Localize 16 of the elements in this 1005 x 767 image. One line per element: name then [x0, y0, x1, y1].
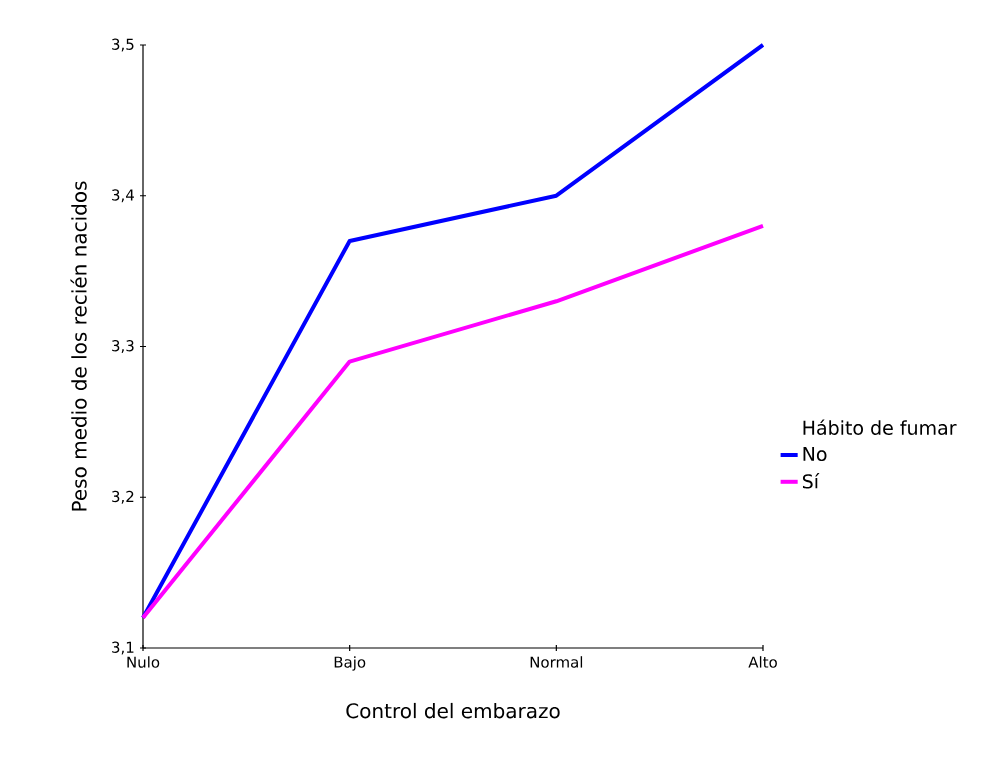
line-series	[141, 42, 765, 620]
legend-label: No	[803, 446, 827, 462]
y-axis-title: Peso medio de los recién nacidos	[70, 181, 87, 511]
legend-title: Hábito de fumar	[803, 419, 957, 435]
x-tick-label: Alto	[748, 656, 777, 668]
x-tick-label: Nulo	[127, 656, 160, 668]
y-tick-label: 3,4	[112, 189, 134, 203]
x-axis-title: Control del embarazo	[346, 702, 560, 719]
y-tick-label: 3,5	[112, 38, 134, 52]
y-tick-label: 3,1	[112, 641, 134, 655]
line-series	[141, 223, 765, 620]
x-tick-label: Bajo	[334, 656, 366, 671]
x-tick-label: Normal	[530, 656, 583, 668]
legend-label: Sí	[802, 473, 820, 489]
y-tick-label: 3,3	[112, 340, 134, 353]
y-tick-label: 3,2	[112, 490, 134, 504]
